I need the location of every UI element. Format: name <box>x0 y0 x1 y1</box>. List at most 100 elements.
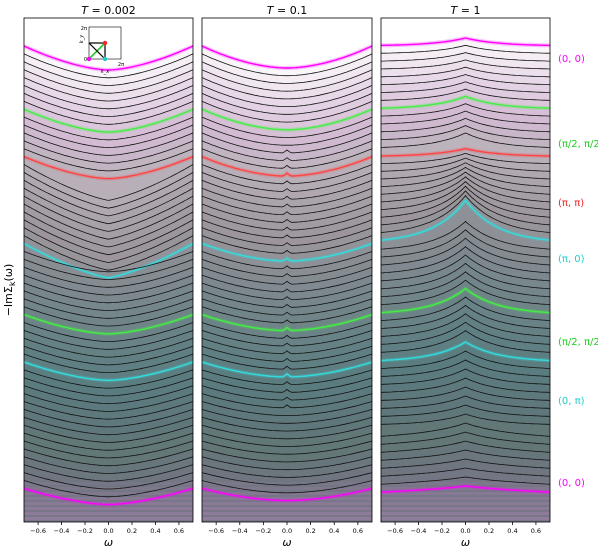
curve-40 <box>381 341 550 362</box>
curve-38 <box>202 345 372 362</box>
svg-text:k_y: k_y <box>79 34 85 43</box>
curve-31 <box>202 290 372 308</box>
curve-30 <box>381 254 550 282</box>
curve-30 <box>24 282 193 304</box>
curve-14 <box>202 155 372 177</box>
curve-28 <box>24 266 193 288</box>
panel-1: T = 0.002 −0.6 −0.4 −0.2 0.0 0.2 0.4 0.6 ω 2π 0 2π k… <box>23 4 194 549</box>
x-tick-label: −0.6 <box>208 527 224 535</box>
k-point-label: (0, 0) <box>558 478 585 489</box>
curve-4 <box>381 66 550 78</box>
curve-42 <box>202 377 372 393</box>
curve-34 <box>381 287 550 314</box>
curve-19 <box>381 171 550 195</box>
curve-15 <box>24 164 193 201</box>
curve-29 <box>381 246 550 274</box>
curve-35 <box>381 296 550 321</box>
curve-23 <box>381 190 550 226</box>
curve-21 <box>24 211 193 248</box>
curve-35 <box>24 322 193 343</box>
curve-30 <box>202 282 372 301</box>
curve-46 <box>202 409 372 424</box>
curve-50 <box>202 440 372 455</box>
curve-3 <box>202 69 372 92</box>
k-point-labels: (0, 0) (π/2, π/2 (π, π) (π, 0) (π/2, π/2 (0, … <box>558 54 598 489</box>
y-axis-label: −ImΣk(ω) <box>2 264 17 317</box>
curve-20 <box>24 203 193 240</box>
svg-text:0: 0 <box>84 57 87 63</box>
x-tick-label: 0.4 <box>329 527 339 535</box>
curve-40 <box>24 361 193 382</box>
curve-48 <box>381 413 550 425</box>
curve-18 <box>202 187 372 208</box>
curve-21 <box>381 180 550 210</box>
curve-29 <box>202 274 372 293</box>
curve-6 <box>24 93 193 118</box>
curve-8 <box>24 108 193 133</box>
curve-39 <box>381 330 550 353</box>
curve-40 <box>202 361 372 378</box>
curve-20 <box>381 176 550 203</box>
svg-text:2π: 2π <box>118 62 124 68</box>
curve-12 <box>381 125 550 140</box>
curve-53 <box>202 464 372 478</box>
curve-56 <box>24 487 193 506</box>
curve-1 <box>202 53 372 77</box>
curve-15 <box>381 152 550 164</box>
curve-45 <box>202 401 372 416</box>
gamma-point-marker <box>86 56 92 62</box>
k-point-label: (π/2, π/2 <box>558 139 598 150</box>
curve-5 <box>24 85 193 110</box>
curve-55 <box>24 480 193 498</box>
curve-55 <box>202 480 372 494</box>
x-tick-label: −0.6 <box>387 527 403 535</box>
curve-41 <box>202 369 372 386</box>
curve-11 <box>24 132 193 156</box>
curve-46 <box>24 409 193 428</box>
curve-27 <box>24 258 193 280</box>
curve-54 <box>24 472 193 490</box>
curve-50 <box>381 431 550 445</box>
curve-13 <box>202 148 372 169</box>
curve-44 <box>381 377 550 393</box>
curve-36 <box>24 330 193 350</box>
x-tick-label: 0.6 <box>174 527 184 535</box>
curve-18 <box>24 187 193 225</box>
curve-54 <box>381 467 550 477</box>
x-tick-label: 0.4 <box>507 527 517 535</box>
curve-24 <box>202 235 372 254</box>
curve-52 <box>24 456 193 474</box>
curve-15 <box>202 164 372 185</box>
curve-45 <box>381 386 550 401</box>
curve-53 <box>24 464 193 482</box>
curve-4 <box>24 77 193 102</box>
curve-11 <box>202 132 372 154</box>
curve-42 <box>381 359 550 377</box>
curve-5 <box>202 85 372 107</box>
curve-0 <box>202 45 372 69</box>
svg-text:2π: 2π <box>81 26 87 32</box>
curve-19 <box>24 195 193 232</box>
curve-55 <box>381 476 550 485</box>
curve-19 <box>202 195 372 215</box>
k-point-label: (0, π) <box>558 396 585 407</box>
curve-43 <box>381 368 550 385</box>
curve-51 <box>202 448 372 463</box>
curve-6 <box>202 93 372 115</box>
panel-title: T = 0.1 <box>267 4 307 17</box>
panel-2: T = 0.1 −0.6 −0.4 −0.2 0.0 0.2 0.4 0.6 ω <box>201 4 373 549</box>
curve-26 <box>202 251 372 270</box>
curve-47 <box>202 416 372 432</box>
curve-2 <box>202 61 372 84</box>
curve-37 <box>381 313 550 337</box>
curve-53 <box>381 458 550 469</box>
curve-0 <box>381 37 550 47</box>
curve-4 <box>202 77 372 100</box>
curve-49 <box>381 422 550 437</box>
curve-41 <box>381 350 550 369</box>
x-tick-label: −0.4 <box>411 527 427 535</box>
curve-5 <box>381 74 550 86</box>
brillouin-zone-inset: 2π 0 2π k_x k_y <box>79 26 124 75</box>
x-point-marker <box>102 56 108 62</box>
curve-50 <box>24 440 193 459</box>
